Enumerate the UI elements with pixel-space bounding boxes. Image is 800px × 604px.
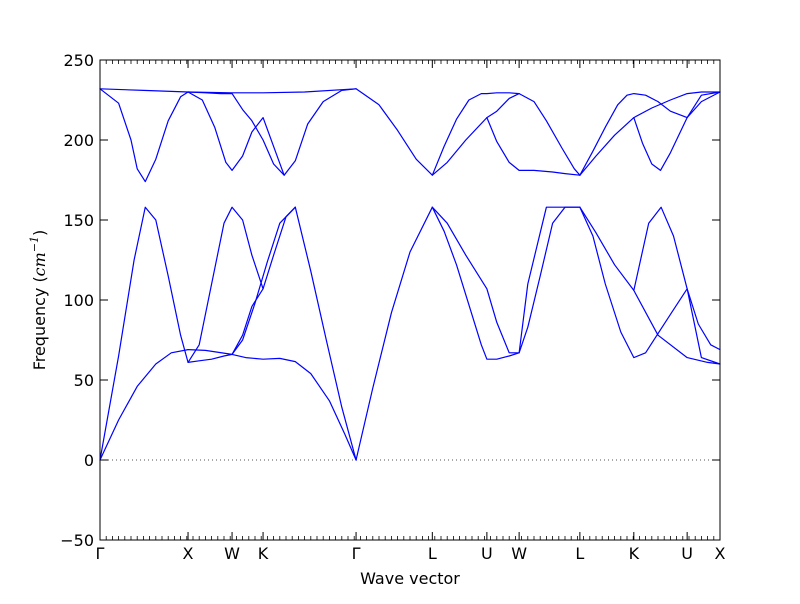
x-tick-label: W — [511, 544, 527, 563]
x-tick-label: L — [428, 544, 437, 563]
y-axis-label-prefix: Frequency ( — [30, 276, 49, 370]
y-tick-label: 50 — [74, 371, 94, 390]
band-line-13 — [99, 88, 189, 183]
y-tick-label: 200 — [63, 131, 94, 150]
y-axis-label-unit: cm — [30, 252, 49, 276]
plot-frame — [99, 59, 721, 541]
band-line-1 — [99, 349, 189, 461]
band-line-4 — [187, 206, 296, 363]
band-line-8 — [431, 206, 581, 360]
band-line-11 — [579, 206, 721, 351]
band-line-7 — [355, 206, 433, 461]
band-line-20 — [518, 92, 581, 176]
y-axis-label-exponent: −1 — [28, 236, 41, 252]
y-axis-label-suffix: ) — [30, 230, 49, 236]
high-symmetry-ticks — [99, 60, 721, 540]
x-tick-label: X — [183, 544, 194, 563]
band-line-2 — [187, 349, 357, 461]
y-tick-label: 100 — [63, 291, 94, 310]
band-line-14 — [99, 88, 357, 94]
x-tick-label: X — [715, 544, 726, 563]
band-line-21 — [579, 91, 721, 176]
x-tick-label: L — [575, 544, 584, 563]
band-line-9 — [431, 206, 581, 354]
band-line-18 — [431, 92, 520, 176]
y-ticks — [100, 59, 720, 541]
x-tick-label: K — [629, 544, 640, 563]
x-tick-label: Γ — [352, 544, 361, 563]
y-tick-label: −50 — [60, 531, 94, 550]
band-line-12 — [633, 289, 721, 365]
x-tick-label: W — [224, 544, 240, 563]
x-tick-label: Γ — [96, 544, 105, 563]
band-line-16 — [187, 91, 285, 176]
y-tick-label: 0 — [84, 451, 94, 470]
band-line-19 — [486, 116, 581, 176]
band-line-15 — [187, 88, 357, 176]
x-tick-label: U — [681, 544, 693, 563]
band-line-23 — [633, 91, 721, 119]
band-line-5 — [231, 206, 296, 355]
y-tick-label: 150 — [63, 211, 94, 230]
band-line-10 — [579, 206, 721, 365]
band-line-6 — [294, 206, 357, 461]
x-axis-label: Wave vector — [360, 569, 460, 588]
x-tick-label: U — [481, 544, 493, 563]
y-axis-label: Frequency (cm−1) — [28, 230, 49, 371]
series-group — [99, 88, 721, 461]
y-tick-labels: −50 0 50 100 150 200 250 — [60, 51, 94, 550]
band-line-3 — [99, 206, 264, 461]
minor-ticks — [99, 60, 721, 540]
y-tick-label: 250 — [63, 51, 94, 70]
band-line-17 — [355, 88, 520, 176]
x-tick-label: K — [258, 544, 269, 563]
band-line-22 — [579, 91, 721, 176]
